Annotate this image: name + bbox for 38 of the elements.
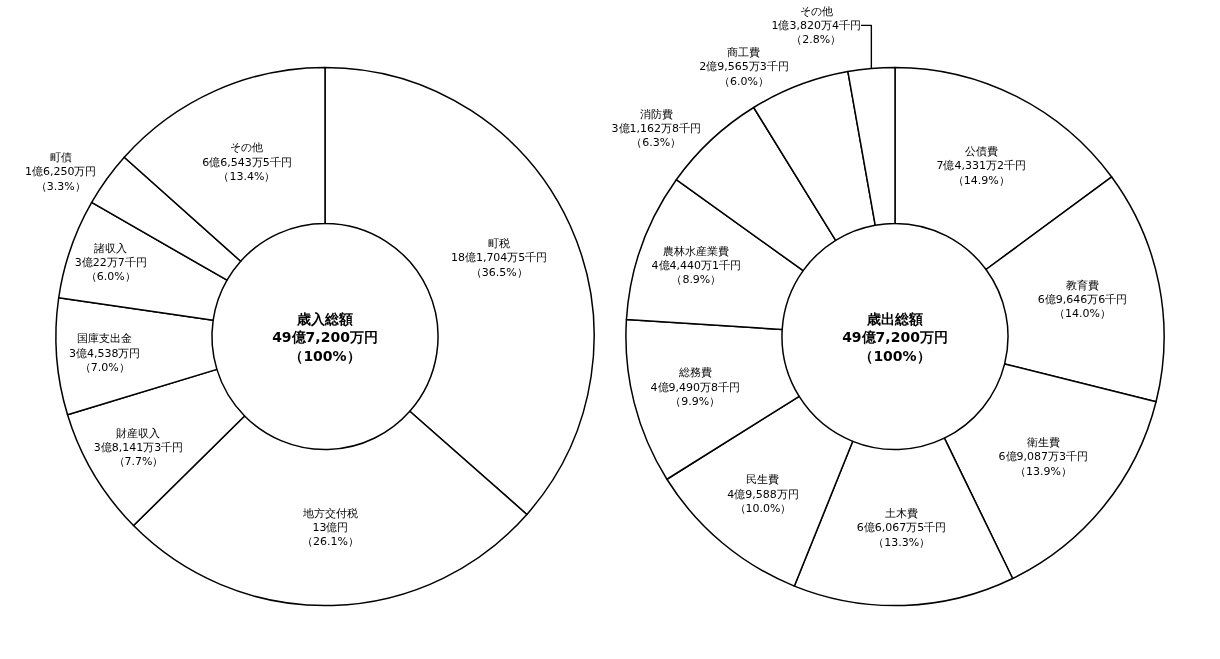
slice-label: その他 <box>230 141 264 155</box>
text: 49億7,200万円（100%） <box>842 329 948 364</box>
slice-label: 総務費 <box>677 366 712 380</box>
data-label: 6億9,087万3千円（13.9%） <box>998 450 1089 478</box>
slice-label: 衛生費 <box>1026 436 1060 450</box>
data-label: 4億9,588万円（10.0%） <box>727 487 799 515</box>
data-label: 3億8,141万3千円（7.7%） <box>93 441 184 469</box>
text: 歳入総額 <box>296 311 353 328</box>
slice-label: 消防費 <box>639 107 673 121</box>
data-label: 4億4,440万1千円（8.9%） <box>651 259 742 287</box>
data-label: 3億4,538万円（7.0%） <box>68 346 141 374</box>
slice-label: 民生費 <box>746 473 780 487</box>
data-label: 6億6,543万5千円（13.4%） <box>202 155 292 183</box>
slice-label: 諸収入 <box>94 241 128 255</box>
data-label: 2億9,565万3千円（6.0%） <box>699 60 789 88</box>
text: 49億7,200万円（100%） <box>272 329 378 364</box>
slice-label: 教育費 <box>1065 278 1099 292</box>
data-label: 7億4,331万2千円（14.9%） <box>936 159 1026 187</box>
data-label: 1億6,250万円（3.3%） <box>24 165 97 193</box>
slice-label: 国庫支出金 <box>77 332 133 346</box>
data-label: 18億1,704万5千円（36.5%） <box>450 251 548 279</box>
data-label: 3億22万7千円（6.0%） <box>74 255 147 284</box>
data-label: 6億6,067万5千円（13.3%） <box>856 521 947 549</box>
data-label: 13億円（26.1%） <box>301 520 359 549</box>
slice-label: 公債費 <box>964 145 998 159</box>
text: 歳出総額 <box>866 311 923 328</box>
slice-label: 商工費 <box>727 46 761 60</box>
data-label: 6億9,646万6千円（14.0%） <box>1037 293 1128 321</box>
slice-label: 町税 <box>488 237 511 251</box>
data-label: 4億9,490万8千円（9.9%） <box>650 380 741 408</box>
data-label: 3億1,162万8千円（6.3%） <box>611 122 702 150</box>
slice-label: 土木費 <box>885 507 919 521</box>
data-label: 1億3,820万4千円（2.8%） <box>771 18 861 47</box>
slice-label: 農林水産業費 <box>663 244 730 258</box>
slice-label: 町債 <box>49 151 72 165</box>
slice-label: その他 <box>799 4 833 18</box>
slice-label: 地方交付税 <box>301 506 358 520</box>
slice-label: 財産収入 <box>116 426 161 440</box>
